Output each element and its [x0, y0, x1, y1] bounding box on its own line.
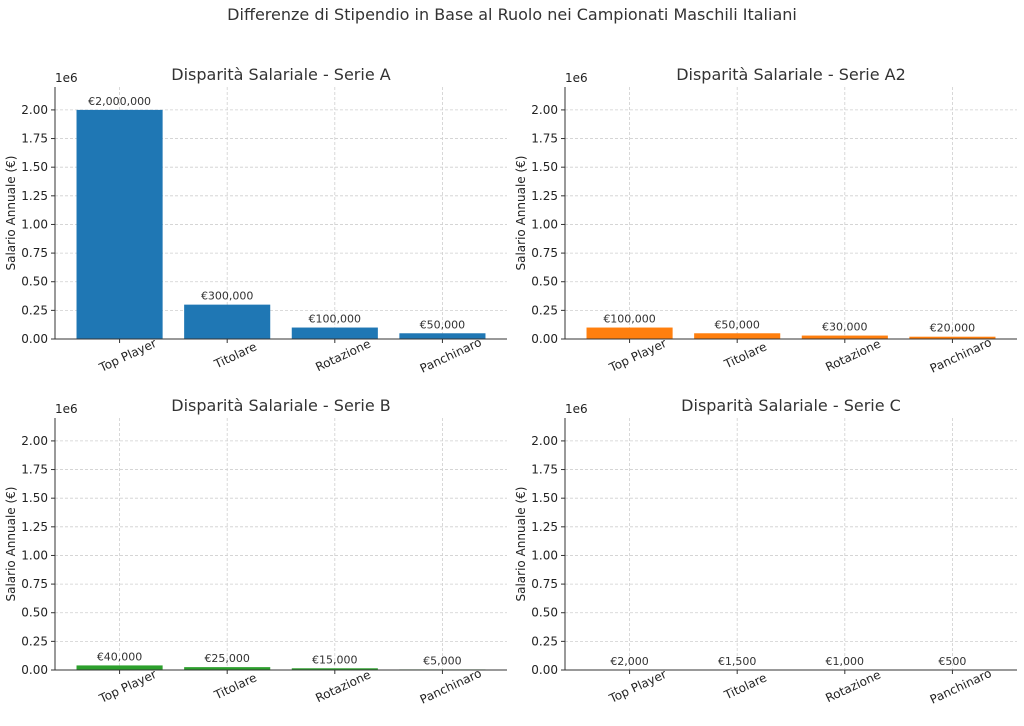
chart-panel: €40,000 €25,000 €15,000 €5,000 0.00 0.25 0.50 0…: [4, 396, 507, 707]
bar-value-label: €2,000,000: [88, 95, 151, 108]
y-tick-label: 1.75: [21, 132, 48, 146]
y-tick-label: 1.25: [531, 520, 558, 534]
y-tick-label: 0.75: [21, 246, 48, 260]
y-tick-label: 0.75: [531, 246, 558, 260]
y-tick-label: 1.75: [531, 132, 558, 146]
bar-value-label: €20,000: [930, 322, 976, 335]
bar: [801, 335, 888, 339]
x-tick-label: Top Player: [96, 336, 159, 375]
y-tick-label: 0.25: [531, 634, 558, 648]
x-tick-label: Panchinaro: [418, 335, 484, 376]
chart-panel: €2,000,000 €300,000 €100,000 €50,000 0.00 0.2…: [4, 65, 507, 376]
y-tick-label: 0.25: [21, 303, 48, 317]
x-tick-label: Rotazione: [313, 337, 373, 375]
bar-value-label: €5,000: [423, 654, 462, 667]
x-tick-label: Top Player: [96, 667, 159, 706]
x-tick-label: Top Player: [606, 667, 669, 706]
y-tick-label: 0.00: [21, 332, 48, 346]
y-axis-offset-label: 1e6: [55, 402, 78, 416]
y-axis-label: Salario Annuale (€): [4, 487, 18, 602]
bar: [909, 336, 996, 339]
y-tick-label: 1.50: [531, 160, 558, 174]
bar: [184, 304, 271, 339]
bar-value-label: €300,000: [201, 290, 254, 303]
y-tick-label: 2.00: [21, 434, 48, 448]
bar-value-label: €100,000: [603, 313, 656, 326]
x-tick-label: Panchinaro: [418, 666, 484, 707]
y-tick-label: 1.00: [531, 217, 558, 231]
x-tick-label: Top Player: [606, 336, 669, 375]
bar-value-label: €1,500: [718, 655, 757, 668]
y-tick-label: 1.25: [21, 520, 48, 534]
y-tick-label: 1.75: [21, 463, 48, 477]
bar: [291, 327, 378, 339]
y-tick-label: 0.00: [21, 663, 48, 677]
y-axis-label: Salario Annuale (€): [514, 156, 528, 271]
bar: [399, 333, 486, 339]
bar-value-label: €30,000: [822, 321, 868, 334]
y-tick-label: 0.25: [531, 303, 558, 317]
bar: [76, 109, 163, 339]
bar-value-label: €1,000: [826, 655, 865, 668]
y-axis-offset-label: 1e6: [55, 71, 78, 85]
y-tick-label: 0.25: [21, 634, 48, 648]
y-tick-label: 0.50: [531, 606, 558, 620]
x-tick-label: Rotazione: [313, 668, 373, 706]
chart-title: Disparità Salariale - Serie B: [171, 396, 390, 415]
y-tick-label: 1.00: [531, 548, 558, 562]
figure-title: Differenze di Stipendio in Base al Ruolo…: [227, 5, 797, 24]
y-tick-label: 0.50: [21, 606, 48, 620]
bar: [184, 667, 271, 670]
bar: [694, 333, 781, 339]
x-tick-label: Titolare: [721, 671, 769, 703]
y-axis-label: Salario Annuale (€): [514, 487, 528, 602]
bar-value-label: €40,000: [97, 650, 143, 663]
x-tick-label: Titolare: [211, 340, 259, 372]
x-tick-label: Titolare: [721, 340, 769, 372]
bar-value-label: €2,000: [610, 655, 649, 668]
x-tick-label: Panchinaro: [928, 666, 994, 707]
y-tick-label: 2.00: [531, 103, 558, 117]
y-tick-label: 2.00: [531, 434, 558, 448]
chart-title: Disparità Salariale - Serie C: [681, 396, 901, 415]
y-tick-label: 1.50: [21, 160, 48, 174]
y-tick-label: 1.00: [21, 548, 48, 562]
y-tick-label: 1.25: [531, 189, 558, 203]
bar: [76, 665, 163, 670]
y-tick-label: 1.25: [21, 189, 48, 203]
y-tick-label: 0.75: [531, 577, 558, 591]
bar-value-label: €50,000: [714, 318, 760, 331]
bar: [291, 668, 378, 670]
bar-value-label: €50,000: [420, 318, 466, 331]
y-tick-label: 1.50: [531, 491, 558, 505]
y-tick-label: 0.75: [21, 577, 48, 591]
bar-value-label: €25,000: [204, 652, 250, 665]
y-tick-label: 0.00: [531, 663, 558, 677]
bar-value-label: €500: [938, 655, 966, 668]
x-tick-label: Titolare: [211, 671, 259, 703]
y-axis-offset-label: 1e6: [565, 71, 588, 85]
y-tick-label: 2.00: [21, 103, 48, 117]
x-tick-label: Panchinaro: [928, 335, 994, 376]
y-tick-label: 1.50: [21, 491, 48, 505]
y-tick-label: 1.75: [531, 463, 558, 477]
y-tick-label: 1.00: [21, 217, 48, 231]
chart-panels: €2,000,000 €300,000 €100,000 €50,000 0.00 0.2…: [4, 65, 1017, 707]
chart-panel: €100,000 €50,000 €30,000 €20,000 0.00 0.25 0.5…: [514, 65, 1017, 376]
x-tick-label: Rotazione: [823, 668, 883, 706]
chart-title: Disparità Salariale - Serie A: [171, 65, 390, 84]
bar: [586, 327, 673, 339]
bar-value-label: €100,000: [309, 313, 362, 326]
chart-title: Disparità Salariale - Serie A2: [676, 65, 906, 84]
y-axis-offset-label: 1e6: [565, 402, 588, 416]
y-tick-label: 0.50: [21, 275, 48, 289]
chart-panel: €2,000 €1,500 €1,000 €500 0.00 0.25 0.50 0.75 1.…: [514, 396, 1017, 707]
y-tick-label: 0.50: [531, 275, 558, 289]
y-tick-label: 0.00: [531, 332, 558, 346]
bar-value-label: €15,000: [312, 653, 358, 666]
x-tick-label: Rotazione: [823, 337, 883, 375]
y-axis-label: Salario Annuale (€): [4, 156, 18, 271]
